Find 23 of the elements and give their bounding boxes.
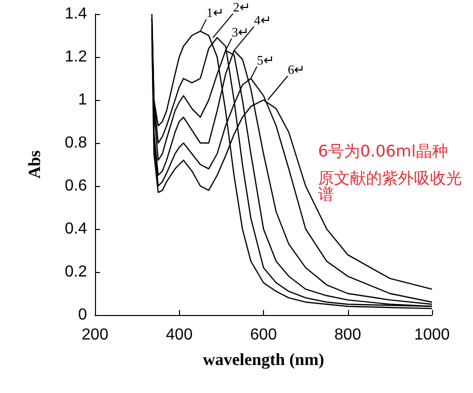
annotation: 3↵	[232, 24, 250, 40]
annotation: 6号为0.06ml晶种	[318, 142, 448, 160]
x-tick-label: 800	[334, 326, 362, 344]
y-tick-label: 0.4	[64, 220, 88, 238]
annotation: 5↵	[256, 52, 274, 68]
x-axis-title: wavelength (nm)	[202, 350, 324, 369]
x-tick-label: 600	[250, 326, 277, 344]
y-tick-label: 0.6	[64, 178, 88, 194]
x-tick-label: 400	[166, 326, 193, 344]
y-axis-title: Abs	[25, 150, 44, 179]
y-tick-label: 1.2	[64, 48, 88, 66]
y-tick-label: 0.2	[64, 264, 88, 280]
y-tick-label: 1	[78, 92, 88, 108]
x-tick-label: 200	[82, 326, 108, 344]
annotation: 原文献的紫外吸收光谱	[318, 168, 462, 204]
y-tick-label: 0	[78, 306, 88, 324]
y-tick-label: 1.4	[64, 6, 88, 22]
annotation: 2↵	[232, 0, 250, 15]
annotation: 6↵	[288, 62, 306, 77]
y-tick-label: 0.8	[64, 134, 88, 152]
annotation: 4↵	[254, 12, 272, 28]
annotation: 1↵	[206, 5, 224, 20]
x-tick-label: 1000	[414, 326, 450, 344]
